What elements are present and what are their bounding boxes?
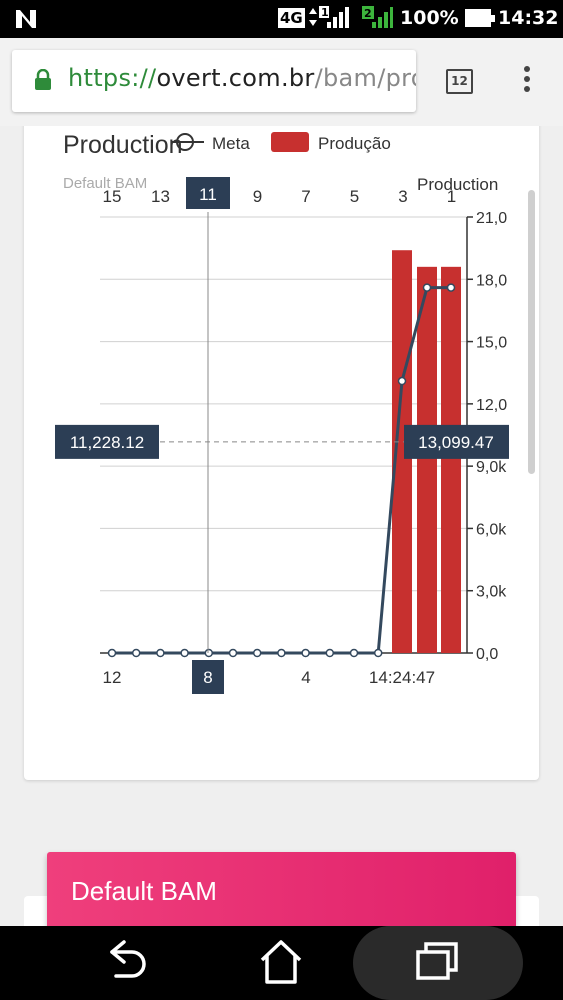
browser-toolbar: https://overt.com.br/bam/proc 12 xyxy=(0,38,563,126)
back-icon[interactable] xyxy=(104,938,148,988)
crosshair-bottom-badge xyxy=(192,660,224,694)
bottom-tick-label: 12 xyxy=(103,668,122,687)
bottom-tick-label: 14:24:47 xyxy=(369,668,435,687)
meta-point[interactable] xyxy=(180,648,189,658)
top-tick-label: 1 xyxy=(447,187,456,206)
card-subtitle: Default BAM xyxy=(63,175,147,192)
crosshair-top-label: 11 xyxy=(199,185,217,204)
meta-point[interactable] xyxy=(349,648,359,658)
meta-point[interactable] xyxy=(325,648,335,658)
right-tick-label: 3,0k xyxy=(476,584,507,601)
meta-point[interactable] xyxy=(156,648,165,658)
crosshair: 11 8 11,228.12 13,099.47 xyxy=(55,177,509,694)
meta-point[interactable] xyxy=(373,648,383,658)
home-icon[interactable] xyxy=(258,938,304,988)
crosshair-left-badge xyxy=(55,424,159,459)
meta-point[interactable] xyxy=(131,648,141,658)
bottom-axis: 12 4 14:24:47 xyxy=(103,668,436,687)
battery-icon xyxy=(465,9,495,27)
sim1-label: 1 xyxy=(321,6,329,19)
bottom-tick-label: 4 xyxy=(301,668,310,687)
top-axis: 15 13 9 7 5 3 1 xyxy=(103,187,457,206)
crosshair-right-value: 13,099.47 xyxy=(418,433,494,452)
top-tick-label: 5 xyxy=(350,187,359,206)
meta-point[interactable] xyxy=(446,283,456,292)
recents-icon[interactable] xyxy=(414,938,462,988)
legend-item-meta[interactable]: Meta xyxy=(172,133,250,153)
meta-point[interactable] xyxy=(301,648,310,658)
tab-switcher-button[interactable]: 12 xyxy=(446,69,473,94)
meta-point[interactable] xyxy=(228,648,238,658)
top-axis-label: Production xyxy=(417,175,498,194)
production-chart: Production Default BAM Meta Produção Pro… xyxy=(55,131,509,694)
meta-point[interactable] xyxy=(397,376,407,386)
meta-point[interactable] xyxy=(422,283,432,292)
legend-producao-swatch xyxy=(271,132,309,152)
top-tick-label: 7 xyxy=(301,187,310,206)
network-type-badge: 4G xyxy=(278,8,305,28)
legend-meta-marker xyxy=(176,133,194,151)
default-bam-header[interactable]: Default BAM xyxy=(47,852,516,926)
right-tick-label: 9,0k xyxy=(476,459,507,476)
right-tick-label: 0,0 xyxy=(476,646,498,663)
recents-highlight xyxy=(353,926,523,1000)
meta-point[interactable] xyxy=(107,648,117,658)
right-axis: 0,0 3,0k 6,0k 9,0k 12,0 15,0 18,0 21,0 xyxy=(466,210,507,663)
clock: 14:32 xyxy=(498,7,559,29)
sim1-signal-icon: 1 xyxy=(309,6,349,28)
battery-percent: 100% xyxy=(400,7,459,29)
overflow-menu-icon[interactable] xyxy=(520,66,534,98)
crosshair-top-badge xyxy=(186,177,230,209)
sim2-signal-icon: 2 xyxy=(362,6,393,28)
status-bar: 4G 1 2 100% 14:32 xyxy=(0,0,563,38)
legend-item-producao[interactable]: Produção xyxy=(271,132,391,153)
meta-line xyxy=(107,283,456,658)
crosshair-left-value: 11,228.12 xyxy=(70,433,144,452)
default-bam-title: Default BAM xyxy=(71,876,217,906)
url-host: overt.com.br xyxy=(156,64,315,92)
legend-producao-label: Produção xyxy=(318,134,391,153)
notification-n-icon xyxy=(16,10,36,28)
crosshair-right-badge xyxy=(404,424,509,459)
sim2-label: 2 xyxy=(364,7,372,20)
producao-bar[interactable] xyxy=(392,250,412,653)
meta-point[interactable] xyxy=(277,648,286,658)
url-path: /bam/proc xyxy=(314,64,416,92)
url-scheme: https:// xyxy=(68,64,157,92)
crosshair-bottom-label: 8 xyxy=(203,668,212,687)
legend-meta-label: Meta xyxy=(212,134,250,153)
producao-bars xyxy=(392,250,461,653)
right-tick-label: 6,0k xyxy=(476,521,507,538)
right-tick-label: 12,0 xyxy=(476,397,507,414)
url-text: https://overt.com.br/bam/proc xyxy=(68,64,416,92)
page-scrollbar[interactable] xyxy=(528,190,535,474)
top-tick-label: 13 xyxy=(151,187,170,206)
meta-point[interactable] xyxy=(204,648,214,658)
top-tick-label: 3 xyxy=(398,187,407,206)
top-tick-label: 15 xyxy=(103,187,122,206)
legend: Meta Produção xyxy=(172,132,391,153)
right-tick-label: 15,0 xyxy=(476,335,507,352)
meta-point[interactable] xyxy=(252,648,262,658)
right-tick-label: 21,0 xyxy=(476,210,507,227)
system-nav-bar xyxy=(0,926,563,1000)
page-content: Production Default BAM Meta Produção Pro… xyxy=(0,126,563,926)
top-tick-label: 9 xyxy=(253,187,262,206)
address-bar[interactable]: https://overt.com.br/bam/proc xyxy=(12,50,416,112)
lock-icon xyxy=(35,69,51,90)
producao-bar[interactable] xyxy=(417,266,437,653)
card-title: Production xyxy=(63,131,183,159)
right-tick-label: 18,0 xyxy=(476,272,507,289)
producao-bar[interactable] xyxy=(441,266,461,653)
production-card: Production Default BAM Meta Produção Pro… xyxy=(24,126,539,780)
